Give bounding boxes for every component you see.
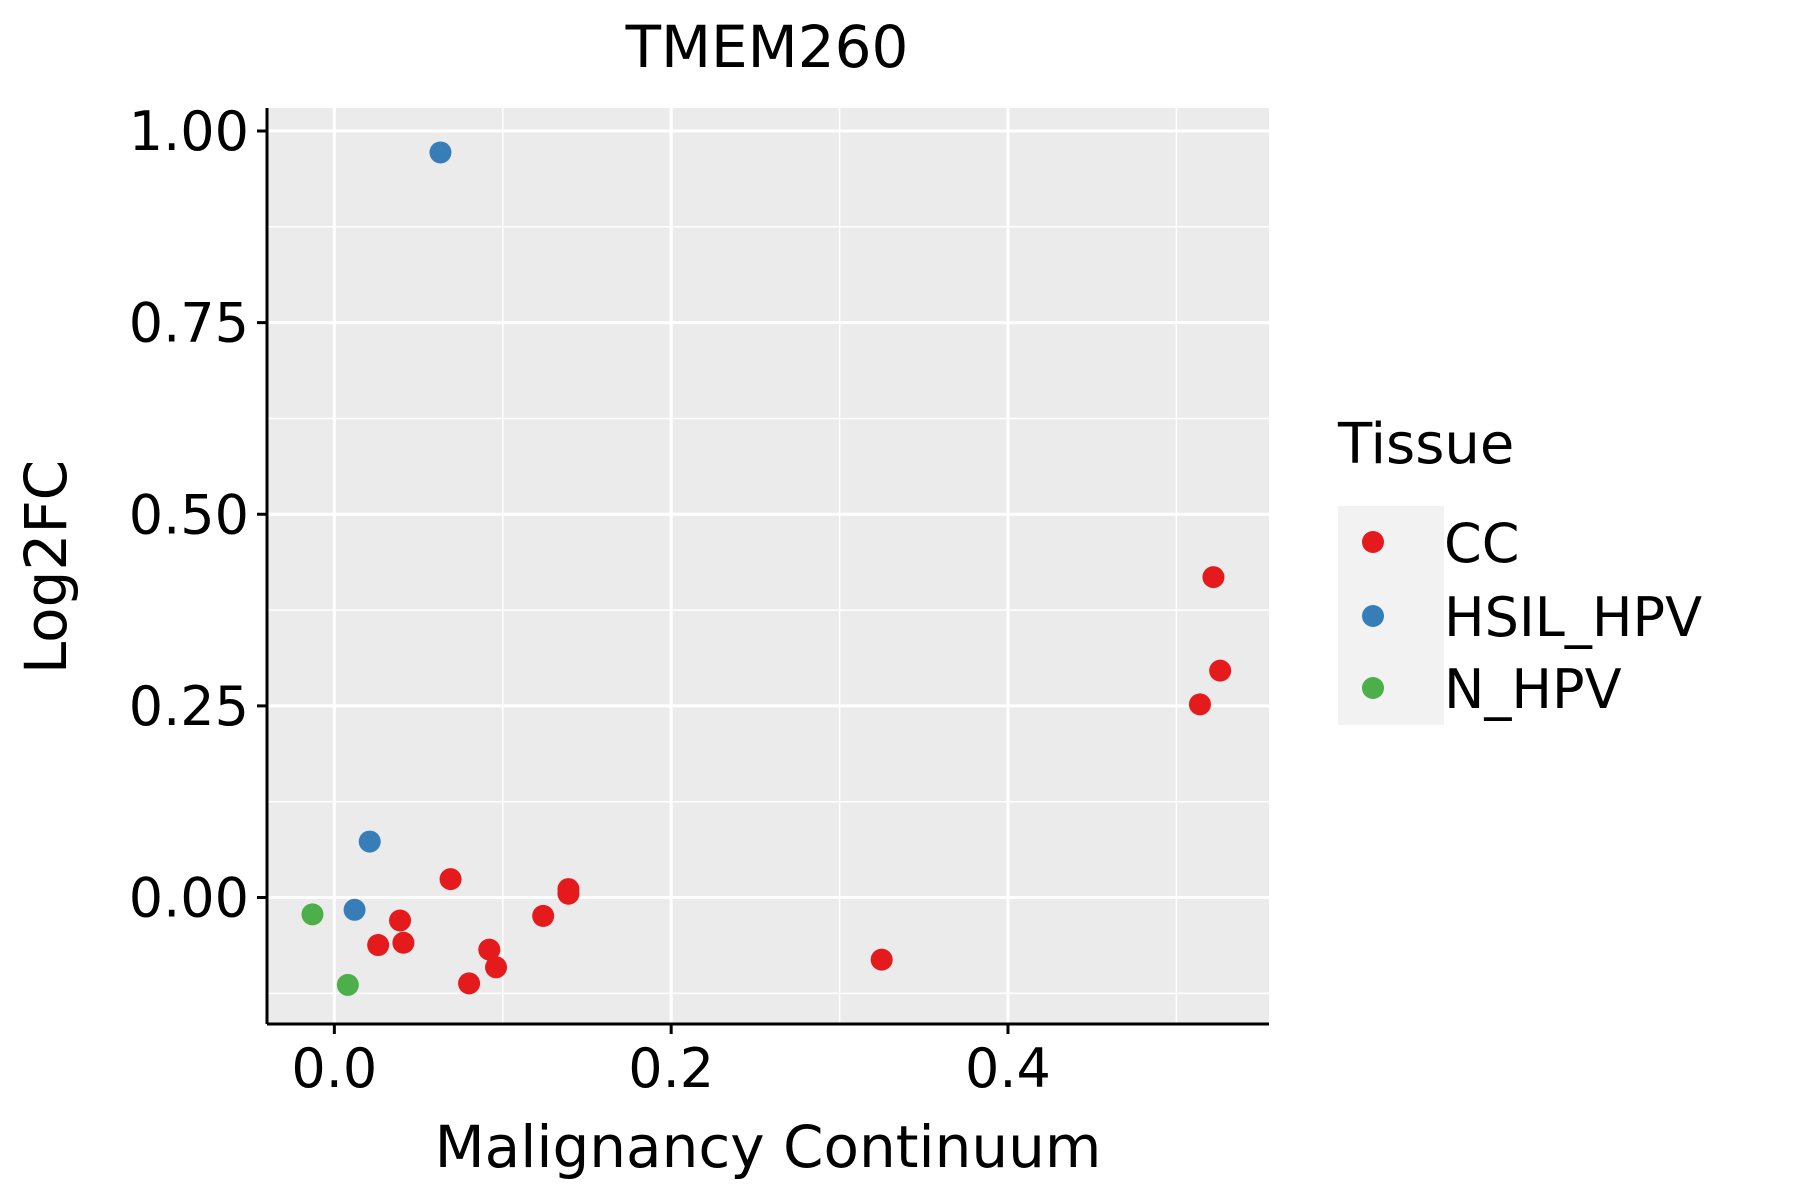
minor-gridlines: [267, 108, 1269, 1024]
data-point-cc: [532, 904, 555, 927]
data-point-cc: [557, 882, 580, 905]
data-point-cc: [458, 972, 481, 995]
legend-title: Tissue: [1337, 412, 1514, 477]
data-point-n-hpv: [301, 903, 324, 926]
data-point-cc: [1202, 566, 1225, 589]
data-point-cc: [485, 956, 508, 979]
data-point-hsil-hpv: [343, 898, 366, 921]
legend-label-cc: CC: [1444, 512, 1519, 575]
data-point-cc: [439, 868, 462, 891]
data-point-cc: [1188, 693, 1211, 716]
legend-key-n-hpv: [1362, 677, 1384, 699]
y-tick-label: 1.00: [129, 100, 249, 163]
data-point-cc: [389, 909, 412, 932]
major-gridlines: [267, 108, 1269, 1024]
data-point-cc: [478, 938, 501, 961]
y-axis-ticks: 0.00 0.25 0.50 0.75 1.00: [129, 100, 267, 930]
x-axis-title: Malignancy Continuum: [435, 1113, 1102, 1181]
data-point-cc: [1209, 659, 1232, 682]
data-point-cc: [367, 934, 390, 957]
legend-label-n-hpv: N_HPV: [1444, 658, 1622, 721]
data-point-cc: [870, 948, 893, 971]
y-axis-title: Log2FC: [12, 460, 80, 674]
y-tick-label: 0.25: [129, 675, 249, 738]
legend-key-hsil-hpv: [1362, 605, 1384, 627]
legend-key-background: [1338, 506, 1444, 725]
x-tick-label: 0.2: [628, 1037, 714, 1100]
x-tick-label: 0.0: [291, 1037, 377, 1100]
chart-title: TMEM260: [625, 13, 909, 81]
x-tick-label: 0.4: [965, 1037, 1051, 1100]
data-point-cc: [392, 931, 415, 954]
data-point-n-hpv: [336, 973, 359, 996]
data-points: [301, 141, 1232, 996]
data-point-hsil-hpv: [429, 141, 452, 164]
y-tick-label: 0.00: [129, 867, 249, 930]
y-tick-label: 0.75: [129, 292, 249, 355]
x-axis-ticks: 0.0 0.2 0.4: [291, 1024, 1051, 1100]
legend-label-hsil-hpv: HSIL_HPV: [1444, 586, 1702, 649]
legend: Tissue CC HSIL_HPV N_HPV: [1337, 412, 1702, 725]
legend-key-cc: [1362, 531, 1384, 553]
plot-panel: [267, 108, 1269, 1024]
data-point-hsil-hpv: [358, 830, 381, 853]
y-tick-label: 0.50: [129, 483, 249, 546]
